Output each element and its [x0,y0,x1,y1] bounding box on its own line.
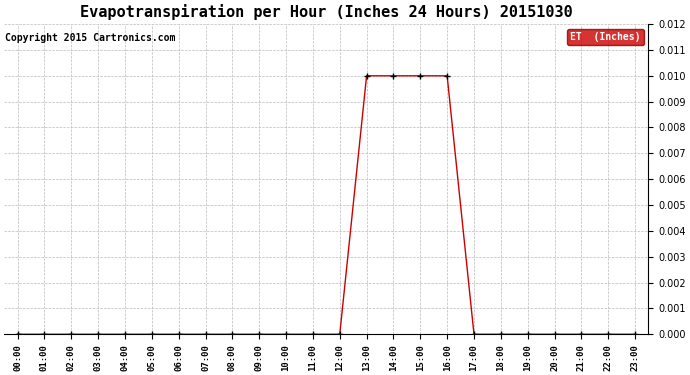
Legend: ET  (Inches): ET (Inches) [567,29,644,45]
Text: Copyright 2015 Cartronics.com: Copyright 2015 Cartronics.com [6,33,176,44]
Title: Evapotranspiration per Hour (Inches 24 Hours) 20151030: Evapotranspiration per Hour (Inches 24 H… [80,4,573,20]
